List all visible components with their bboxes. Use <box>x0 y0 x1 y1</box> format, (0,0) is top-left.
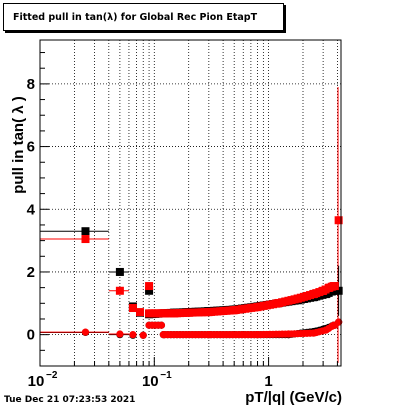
data-point-square <box>334 216 343 225</box>
data-point-square <box>81 227 90 236</box>
data-point-square <box>330 282 339 291</box>
data-point-square <box>115 267 124 276</box>
data-point-square <box>145 282 154 291</box>
data-point-circle <box>331 321 339 329</box>
chart-title-box: Fitted pull in tan(λ) for Global Rec Pio… <box>3 3 284 31</box>
data-point-square <box>136 308 145 317</box>
data-point-circle <box>116 330 124 338</box>
data-point-square <box>145 286 154 295</box>
plot-frame <box>39 39 342 367</box>
x-tick-label: 1 <box>264 373 272 390</box>
timestamp: Tue Dec 21 07:23:53 2021 <box>4 395 136 405</box>
data-point-square <box>330 286 339 295</box>
y-tick-label: 8 <box>27 76 35 93</box>
data-point-circle <box>139 331 147 339</box>
data-series <box>40 87 343 363</box>
chart-title: Fitted pull in tan(λ) for Global Rec Pio… <box>13 11 258 23</box>
grid <box>40 40 341 366</box>
x-tick-label-exponent: −2 <box>46 370 58 381</box>
y-tick-label: 4 <box>27 201 36 218</box>
y-tick-label: 2 <box>27 264 35 281</box>
x-tick-label: 10 <box>28 373 45 390</box>
data-point-square <box>128 304 137 313</box>
x-tick-label-exponent: −1 <box>160 370 172 381</box>
data-point-square <box>81 235 90 244</box>
y-axis-label: pull in tan( λ ) <box>10 96 27 194</box>
data-point-square <box>115 286 124 295</box>
data-point-circle <box>129 331 137 339</box>
x-axis-label: pT/|q| (GeV/c) <box>245 389 342 406</box>
data-point-circle <box>157 321 166 329</box>
y-tick-label: 0 <box>27 327 35 344</box>
y-tick-label: 6 <box>27 139 35 156</box>
data-point-circle <box>81 328 90 336</box>
x-tick-label: 10 <box>142 373 159 390</box>
